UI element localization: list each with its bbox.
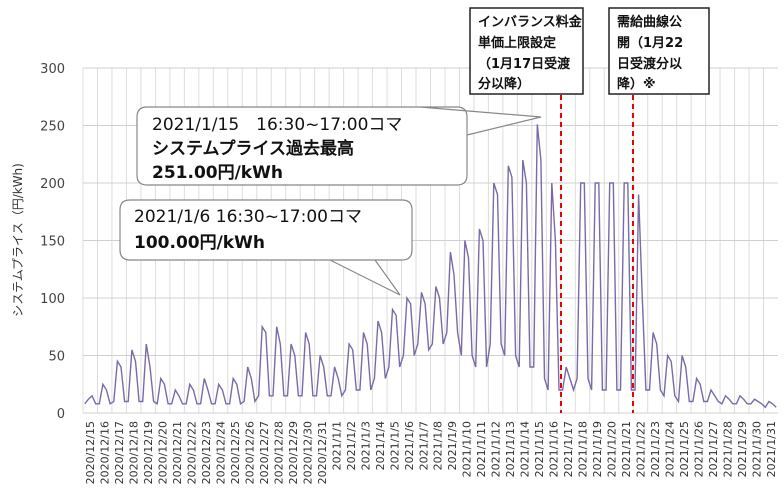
y-axis-label: システムプライス（円/kWh) <box>11 163 25 317</box>
x-tick-label: 2021/1/24 <box>663 421 676 477</box>
x-tick-label: 2021/1/12 <box>490 421 503 477</box>
callout-text: 2021/1/6 16:30~17:00コマ <box>134 207 362 227</box>
x-tick-label: 2021/1/10 <box>461 421 474 477</box>
y-tick-label: 150 <box>40 235 65 250</box>
callout-text: 2021/1/15 16:30~17:00コマ <box>152 115 402 135</box>
x-tick-label: 2020/12/19 <box>142 421 155 484</box>
x-tick-label: 2021/1/3 <box>359 421 372 470</box>
x-tick-label: 2021/1/26 <box>692 421 705 477</box>
callout-text: 100.00円/kWh <box>134 233 265 253</box>
callout-text: システムプライス過去最高 <box>152 138 354 159</box>
callout: 2021/1/6 16:30~17:00コマ 100.00円/kWh <box>119 199 413 296</box>
price-line <box>84 124 777 409</box>
x-tick-label: 2021/1/23 <box>649 421 662 477</box>
x-tick-label: 2021/1/8 <box>432 421 445 470</box>
y-tick-label: 0 <box>57 407 65 422</box>
note-text: インバランス料金 <box>478 14 583 30</box>
note-text: 降）※ <box>617 76 656 92</box>
x-tick-label: 2021/1/20 <box>605 421 618 477</box>
x-tick-label: 2020/12/28 <box>272 421 285 484</box>
x-tick-label: 2020/12/29 <box>287 421 300 484</box>
x-tick-label: 2021/1/27 <box>707 421 720 477</box>
x-tick-label: 2021/1/25 <box>678 421 691 477</box>
note-text: 日受渡分以 <box>617 56 682 72</box>
y-tick-label: 300 <box>40 62 65 77</box>
x-tick-label: 2021/1/13 <box>504 421 517 477</box>
x-tick-label: 2020/12/26 <box>244 421 257 484</box>
x-tick-label: 2021/1/1 <box>330 421 343 470</box>
y-tick-label: 250 <box>40 120 65 135</box>
x-tick-label: 2021/1/28 <box>721 421 734 477</box>
x-tick-label: 2021/1/18 <box>577 421 590 477</box>
x-tick-label: 2021/1/19 <box>591 421 604 477</box>
x-tick-label: 2021/1/5 <box>388 421 401 470</box>
x-tick-label: 2020/12/24 <box>215 421 228 484</box>
x-tick-label: 2021/1/31 <box>765 421 778 477</box>
x-tick-label: 2021/1/16 <box>548 421 561 477</box>
x-tick-label: 2021/1/2 <box>345 421 358 470</box>
x-tick-label: 2020/12/30 <box>301 421 314 484</box>
y-tick-label: 100 <box>40 292 65 307</box>
x-tick-label: 2020/12/17 <box>113 421 126 484</box>
note-text: （1月17日受渡 <box>478 56 571 72</box>
x-tick-label: 2021/1/11 <box>475 421 488 477</box>
callout-text: 251.00円/kWh <box>152 163 283 183</box>
x-tick-label: 2020/12/27 <box>258 421 271 484</box>
x-tick-label: 2021/1/14 <box>519 421 532 477</box>
x-tick-label: 2021/1/6 <box>403 421 416 470</box>
x-tick-label: 2021/1/29 <box>736 421 749 477</box>
x-tick-label: 2020/12/18 <box>128 421 141 484</box>
x-tick-label: 2021/1/17 <box>562 421 575 477</box>
y-tick-label: 200 <box>40 177 65 192</box>
callout: 2021/1/15 16:30~17:00コマ システムプライス過去最高 251… <box>136 106 542 186</box>
x-tick-label: 2021/1/30 <box>750 421 763 477</box>
x-tick-label: 2021/1/7 <box>417 421 430 470</box>
y-tick-label: 50 <box>48 350 65 365</box>
note-text: 需給曲線公 <box>617 14 682 30</box>
note-box: インバランス料金 単価上限設定 （1月17日受渡 分以降） <box>469 7 584 95</box>
note-box: 需給曲線公 開（1月22 日受渡分以 降）※ <box>608 7 710 95</box>
x-tick-label: 2020/12/22 <box>186 421 199 484</box>
x-tick-label: 2021/1/22 <box>634 421 647 477</box>
note-text: 単価上限設定 <box>478 35 556 51</box>
note-text: 開（1月22 <box>617 35 683 51</box>
x-tick-label: 2021/1/21 <box>620 421 633 477</box>
x-tick-label: 2021/1/4 <box>374 421 387 470</box>
x-tick-label: 2020/12/25 <box>229 421 242 484</box>
x-tick-label: 2020/12/31 <box>316 421 329 484</box>
x-tick-label: 2020/12/16 <box>99 421 112 484</box>
x-tick-label: 2020/12/15 <box>84 421 97 484</box>
x-tick-label: 2020/12/21 <box>171 421 184 484</box>
x-tick-label: 2021/1/9 <box>446 421 459 470</box>
x-tick-label: 2020/12/23 <box>200 421 213 484</box>
note-text: 分以降） <box>478 76 530 92</box>
x-tick-label: 2021/1/15 <box>533 421 546 477</box>
x-tick-label: 2020/12/20 <box>157 421 170 484</box>
